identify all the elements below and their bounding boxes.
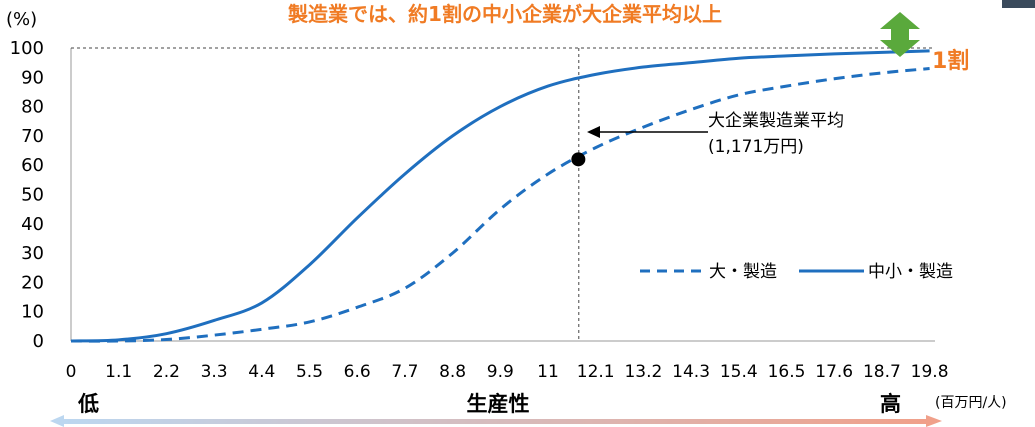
x-tick-label: 5.5 bbox=[296, 362, 323, 382]
x-tick-label: 2.2 bbox=[153, 362, 180, 382]
chart-title: 製造業では、約1割の中小企業が大企業平均以上 bbox=[288, 2, 722, 26]
gradient-right-arrowhead bbox=[926, 415, 942, 427]
axis-word-center: 生産性 bbox=[467, 392, 530, 416]
x-tick-label: 4.4 bbox=[248, 362, 275, 382]
y-tick-label: 90 bbox=[21, 67, 44, 88]
annotation-arrow-head bbox=[587, 126, 600, 138]
x-tick-label: 9.9 bbox=[487, 362, 514, 382]
annotation-line-2: (1,171万円) bbox=[708, 137, 804, 157]
legend-label-sme: 中小・製造 bbox=[868, 262, 953, 282]
corner-tab bbox=[1002, 0, 1035, 8]
y-tick-labels: 0 10 20 30 40 50 60 70 80 90 100 bbox=[10, 38, 44, 352]
x-tick-labels: 0 1.1 2.2 3.3 4.4 5.5 6.6 7.7 8.8 9.9 11 12.1 13.2 14… bbox=[66, 362, 949, 382]
x-tick-label: 12.1 bbox=[577, 362, 615, 382]
y-tick-label: 50 bbox=[21, 185, 44, 206]
x-tick-label: 11 bbox=[537, 362, 559, 382]
x-tick-label: 16.5 bbox=[768, 362, 806, 382]
x-tick-label: 14.3 bbox=[672, 362, 710, 382]
x-tick-label: 6.6 bbox=[344, 362, 371, 382]
x-tick-label: 7.7 bbox=[391, 362, 418, 382]
ten-percent-label: 1割 bbox=[932, 48, 969, 74]
y-tick-label: 100 bbox=[10, 38, 44, 59]
axis-word-high: 高 bbox=[880, 392, 901, 416]
x-tick-label: 3.3 bbox=[201, 362, 228, 382]
y-tick-label: 20 bbox=[21, 272, 44, 293]
x-tick-label: 15.4 bbox=[720, 362, 758, 382]
legend: 大・製造 中小・製造 bbox=[640, 262, 953, 282]
y-tick-label: 10 bbox=[21, 302, 44, 323]
series-line-sme bbox=[70, 49, 930, 343]
y-tick-label: 70 bbox=[21, 126, 44, 147]
x-tick-label: 19.8 bbox=[911, 362, 949, 382]
series-line-large bbox=[70, 67, 930, 343]
x-axis-unit: (百万円/人) bbox=[935, 395, 1007, 411]
gradient-left-arrowhead bbox=[50, 415, 64, 427]
axis-word-low: 低 bbox=[77, 392, 99, 416]
green-double-arrow-icon bbox=[880, 12, 920, 57]
x-tick-label: 18.7 bbox=[863, 362, 901, 382]
average-annotation: 大企業製造業平均 (1,171万円) bbox=[587, 111, 844, 157]
x-tick-label: 17.6 bbox=[815, 362, 853, 382]
annotation-line-1: 大企業製造業平均 bbox=[708, 111, 844, 131]
series-layer bbox=[70, 49, 930, 343]
y-tick-label: 60 bbox=[21, 155, 44, 176]
y-tick-label: 40 bbox=[21, 214, 44, 235]
y-tick-label: 30 bbox=[21, 243, 44, 264]
large-firm-average-marker bbox=[571, 152, 586, 167]
y-axis-unit: (%) bbox=[6, 9, 37, 30]
legend-label-large: 大・製造 bbox=[709, 262, 777, 282]
x-tick-label: 0 bbox=[66, 362, 77, 382]
x-tick-label: 1.1 bbox=[105, 362, 132, 382]
x-tick-label: 13.2 bbox=[624, 362, 662, 382]
productivity-band: 低 生産性 高 bbox=[50, 392, 942, 427]
y-tick-label: 0 bbox=[33, 331, 44, 352]
productivity-gradient-bar bbox=[62, 419, 928, 424]
y-tick-label: 80 bbox=[21, 97, 44, 118]
x-tick-label: 8.8 bbox=[439, 362, 466, 382]
axes bbox=[70, 47, 935, 342]
